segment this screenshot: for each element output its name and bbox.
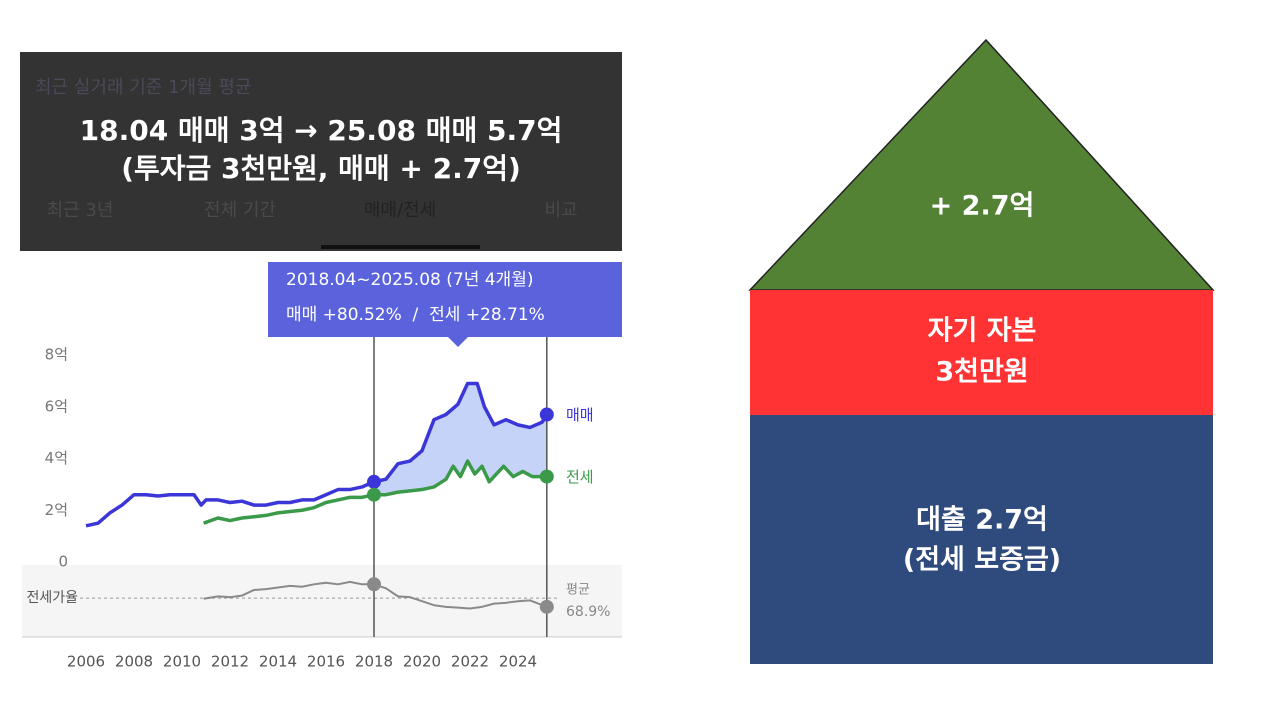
overlay-title: 18.04 매매 3억 → 25.08 매매 5.7억 xyxy=(80,114,563,147)
loan-label: 대출 2.7억 xyxy=(916,505,1048,536)
x-tick-label: 2022 xyxy=(451,653,489,671)
x-tick-label: 2020 xyxy=(403,653,441,671)
x-tick-label: 2016 xyxy=(307,653,345,671)
x-tick-label: 2008 xyxy=(115,653,153,671)
overlay-box xyxy=(20,52,622,251)
highlight-dot xyxy=(367,487,381,502)
legend-label: 전세 xyxy=(566,468,594,486)
tab: 전체 기간 xyxy=(204,200,276,221)
highlight-dot xyxy=(539,599,554,614)
tab: 매매/전세 xyxy=(364,200,436,221)
gap-area xyxy=(374,383,547,495)
legend-label: 매매 xyxy=(566,406,594,424)
tab: 비교 xyxy=(544,200,577,221)
x-tick-label: 2012 xyxy=(211,653,249,671)
average-label: 평균 xyxy=(566,583,590,598)
overlay-subtitle: (투자금 3천만원, 매매 + 2.7억) xyxy=(121,152,521,185)
series-line xyxy=(203,459,547,525)
tooltip xyxy=(268,262,622,347)
y-tick-label: 2억 xyxy=(45,501,68,519)
y2-label: 전세가율 xyxy=(26,590,78,606)
x-tick-label: 2010 xyxy=(163,653,201,671)
tab: 최근 3년 xyxy=(47,200,114,221)
y-tick-label: 8억 xyxy=(45,346,68,364)
equity-block xyxy=(750,290,1213,415)
loan-label: (전세 보증금) xyxy=(903,545,1061,576)
faded-text: 최근 실거래 기준 1개월 평균 xyxy=(35,77,252,98)
y-tick-label: 6억 xyxy=(45,397,68,415)
roof-label: + 2.7억 xyxy=(930,191,1035,222)
x-tick-label: 2018 xyxy=(355,653,393,671)
equity-label: 3천만원 xyxy=(935,357,1028,388)
y-tick-label: 4억 xyxy=(45,449,68,467)
average-value: 68.9% xyxy=(566,604,610,620)
highlight-dot xyxy=(539,469,554,484)
equity-label: 자기 자본 xyxy=(928,316,1037,347)
loan-block xyxy=(750,415,1213,664)
tab-underline xyxy=(321,245,480,249)
highlight-dot xyxy=(367,577,381,592)
series-line xyxy=(85,381,549,528)
x-tick-label: 2006 xyxy=(67,653,105,671)
tooltip-text: 매매 +80.52% / 전세 +28.71% xyxy=(286,305,545,325)
highlight-dot xyxy=(539,407,554,422)
x-tick-label: 2014 xyxy=(259,653,297,671)
highlight-dot xyxy=(367,474,381,489)
y-tick-label: 0 xyxy=(58,553,68,571)
roof xyxy=(748,38,1215,291)
x-tick-label: 2024 xyxy=(499,653,537,671)
tooltip-text: 2018.04~2025.08 (7년 4개월) xyxy=(286,270,533,290)
